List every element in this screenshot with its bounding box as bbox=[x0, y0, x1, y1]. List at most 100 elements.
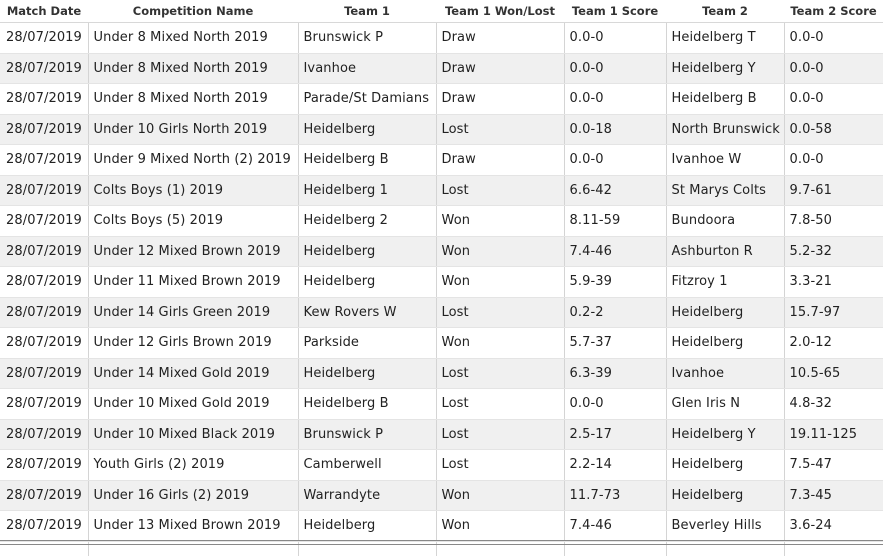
cell-competition-name: Under 13 Mixed Brown 2019 bbox=[88, 510, 299, 542]
cell-team-1: Heidelberg bbox=[298, 510, 437, 542]
cell-team-1-score: 2.5-17 bbox=[564, 419, 667, 450]
cell-team-1-won-lost: Won bbox=[436, 236, 565, 267]
cell-team-2: Bundoora bbox=[666, 205, 785, 237]
cell-team-1: Heidelberg bbox=[298, 266, 437, 298]
cell-team-1-won-lost: Won bbox=[436, 510, 565, 542]
cell-team-2: Heidelberg bbox=[666, 449, 785, 481]
column-header-team-1[interactable]: Team 1 bbox=[298, 0, 436, 23]
cell-match-date: 28/07/2019 bbox=[0, 388, 89, 420]
cell-team-2: Ivanhoe bbox=[666, 358, 785, 389]
table-row: 28/07/2019 Colts Boys (1) 2019 Heidelberg … bbox=[0, 175, 883, 206]
cell-competition-name: Under 12 Girls Brown 2019 bbox=[88, 327, 299, 359]
cell-team-2-score: 0.0-58 bbox=[784, 114, 883, 145]
cell-team-2-score: 0.0-0 bbox=[784, 53, 883, 84]
cell-team-1-score: 7.4-46 bbox=[564, 236, 667, 267]
cell-team-1: Heidelberg 1 bbox=[298, 175, 437, 206]
cell-match-date: 28/07/2019 bbox=[0, 83, 89, 115]
column-header-team-1-won-lost[interactable]: Team 1 Won/Lost bbox=[436, 0, 564, 23]
column-header-team-2[interactable]: Team 2 bbox=[666, 0, 784, 23]
table-row: 28/07/2019 Under 12 Girls Brown 2019 Parks… bbox=[0, 327, 883, 359]
cell-team-1-won-lost: Lost bbox=[436, 297, 565, 328]
cell-team-1-score: 5.9-39 bbox=[564, 266, 667, 298]
cell-team-1-won-lost: Draw bbox=[436, 53, 565, 84]
cell-team-1-score: 0.0-0 bbox=[564, 83, 667, 115]
cell-team-2-score: 9.7-61 bbox=[784, 175, 883, 206]
cell-team-1: Parkside bbox=[298, 327, 437, 359]
cell-team-1-won-lost: Lost bbox=[436, 419, 565, 450]
cell-team-2-score: 15.7-97 bbox=[784, 297, 883, 328]
cell-match-date: 28/07/2019 bbox=[0, 297, 89, 328]
cell-team-1-score: 11.7-73 bbox=[564, 480, 667, 511]
cell-team-2-score: 10.5-65 bbox=[784, 358, 883, 389]
cell-team-1-won-lost: Lost bbox=[436, 358, 565, 389]
cell-team-1: Heidelberg bbox=[298, 114, 437, 145]
cell-team-2-score: 3.3-21 bbox=[784, 266, 883, 298]
table-row: 28/07/2019 Under 10 Mixed Gold 2019 Heidel… bbox=[0, 388, 883, 420]
cell-match-date: 28/07/2019 bbox=[0, 236, 89, 267]
cell-match-date: 28/07/2019 bbox=[0, 419, 89, 450]
cell-team-1-score: 0.0-0 bbox=[564, 388, 667, 420]
cell-competition-name: Under 16 Girls (2) 2019 bbox=[88, 480, 299, 511]
cell-team-1-won-lost: Won bbox=[436, 266, 565, 298]
column-header-team-2-score[interactable]: Team 2 Score bbox=[784, 0, 883, 23]
cell-team-2-score: 3.6-24 bbox=[784, 510, 883, 542]
table-row: 28/07/2019 Under 12 Mixed Brown 2019 Heide… bbox=[0, 236, 883, 267]
cell-team-1-score: 7.4-46 bbox=[564, 510, 667, 542]
cell-competition-name: Colts Boys (5) 2019 bbox=[88, 205, 299, 237]
cell-team-1: Kew Rovers W bbox=[298, 297, 437, 328]
cell-team-2: Fitzroy 1 bbox=[666, 266, 785, 298]
cell-match-date: 28/07/2019 bbox=[0, 144, 89, 176]
cell-team-1-won-lost: Won bbox=[436, 327, 565, 359]
cell-team-1-score: 2.2-14 bbox=[564, 449, 667, 481]
cell-match-date: 28/07/2019 bbox=[0, 205, 89, 237]
table-row: 28/07/2019 Under 14 Girls Green 2019 Kew R… bbox=[0, 297, 883, 328]
table-row: 28/07/2019 Under 13 Mixed Brown 2019 Heide… bbox=[0, 510, 883, 542]
cell-competition-name: Youth Girls (2) 2019 bbox=[88, 449, 299, 481]
cell-team-1-score: 5.7-37 bbox=[564, 327, 667, 359]
cell-team-2: Ivanhoe W bbox=[666, 144, 785, 176]
cell-competition-name: Under 14 Mixed Gold 2019 bbox=[88, 358, 299, 389]
cell-competition-name: Under 10 Girls North 2019 bbox=[88, 114, 299, 145]
header-row: Match Date Competition Name Team 1 Team 1 W… bbox=[0, 0, 883, 23]
cell-team-2: Beverley Hills bbox=[666, 510, 785, 542]
cell-team-1: Heidelberg 2 bbox=[298, 205, 437, 237]
cell-team-2: Heidelberg Y bbox=[666, 419, 785, 450]
column-header-team-1-score[interactable]: Team 1 Score bbox=[564, 0, 666, 23]
table-row: 28/07/2019 Under 8 Mixed North 2019 Ivanho… bbox=[0, 53, 883, 84]
cell-competition-name: Under 8 Mixed North 2019 bbox=[88, 83, 299, 115]
cell-competition-name: Under 10 Mixed Gold 2019 bbox=[88, 388, 299, 420]
cell-team-1: Heidelberg B bbox=[298, 388, 437, 420]
cell-team-1-score: 0.0-0 bbox=[564, 144, 667, 176]
cell-match-date: 28/07/2019 bbox=[0, 175, 89, 206]
cell-team-2-score: 5.2-32 bbox=[784, 236, 883, 267]
cell-team-2-score: 19.11-125 bbox=[784, 419, 883, 450]
cell-team-1-score: 8.11-59 bbox=[564, 205, 667, 237]
cell-team-2: Heidelberg T bbox=[666, 22, 785, 54]
cell-team-1: Parade/St Damians bbox=[298, 83, 437, 115]
cell-team-2-score: 0.0-0 bbox=[784, 83, 883, 115]
cell-team-1-won-lost: Draw bbox=[436, 144, 565, 176]
column-header-competition-name[interactable]: Competition Name bbox=[88, 0, 298, 23]
cell-match-date: 28/07/2019 bbox=[0, 327, 89, 359]
cell-competition-name: Under 12 Mixed Brown 2019 bbox=[88, 236, 299, 267]
cell-team-2-score: 4.8-32 bbox=[784, 388, 883, 420]
cell-team-2: Heidelberg B bbox=[666, 83, 785, 115]
column-header-match-date[interactable]: Match Date bbox=[0, 0, 88, 23]
cell-team-1-won-lost: Lost bbox=[436, 114, 565, 145]
cell-team-1: Warrandyte bbox=[298, 480, 437, 511]
cell-match-date: 28/07/2019 bbox=[0, 53, 89, 84]
table-row: 28/07/2019 Under 10 Girls North 2019 Heide… bbox=[0, 114, 883, 145]
cell-team-1-won-lost: Won bbox=[436, 205, 565, 237]
cell-match-date: 28/07/2019 bbox=[0, 358, 89, 389]
cell-competition-name: Under 9 Mixed North (2) 2019 bbox=[88, 144, 299, 176]
cell-team-2: Heidelberg bbox=[666, 327, 785, 359]
cell-team-1-won-lost: Won bbox=[436, 480, 565, 511]
cell-team-2-score: 0.0-0 bbox=[784, 144, 883, 176]
cell-team-1-score: 0.0-0 bbox=[564, 22, 667, 54]
cell-team-1: Brunswick P bbox=[298, 22, 437, 54]
cell-team-1-won-lost: Lost bbox=[436, 388, 565, 420]
cell-team-2: Heidelberg bbox=[666, 480, 785, 511]
cell-match-date: 28/07/2019 bbox=[0, 510, 89, 542]
cell-team-1-won-lost: Lost bbox=[436, 449, 565, 481]
